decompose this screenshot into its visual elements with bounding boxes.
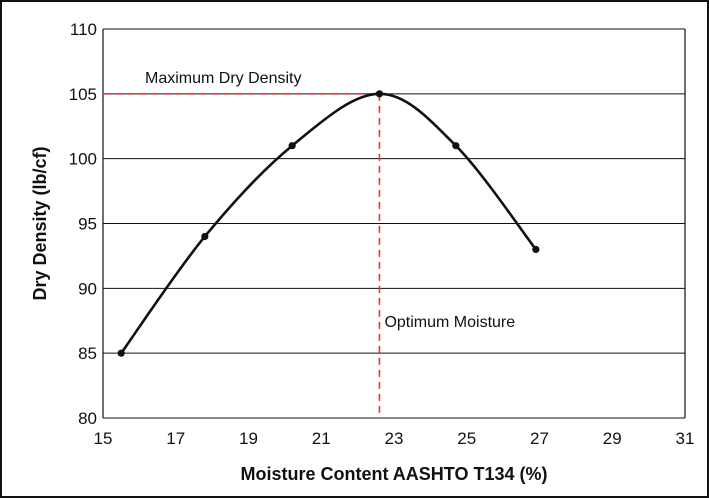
x-tick-label-29: 29 — [603, 429, 622, 448]
y-tick-label-110: 110 — [70, 20, 97, 39]
curve-layer — [119, 92, 538, 355]
data-point-0 — [117, 349, 125, 357]
data-point-3 — [375, 90, 384, 98]
data-point-5 — [532, 245, 540, 254]
data-point-4 — [452, 142, 460, 150]
y-tick-label-90: 90 — [78, 279, 97, 298]
tick-labels: 80 85 90 95 100 105 110 15 17 19 21 23 25 27 29 31 — [69, 20, 695, 448]
grid-lines — [102, 28, 686, 419]
x-tick-label-23: 23 — [385, 429, 404, 448]
compaction-curve — [119, 92, 538, 355]
x-tick-label-19: 19 — [239, 429, 258, 448]
x-tick-label-21: 21 — [312, 429, 331, 448]
y-tick-label-85: 85 — [78, 344, 97, 363]
x-tick-label-27: 27 — [530, 429, 549, 448]
max-dry-density-label: Maximum Dry Density — [145, 70, 301, 87]
optimum-moisture-label: Optimum Moisture — [384, 314, 515, 331]
y-tick-label-105: 105 — [69, 85, 97, 104]
x-tick-label-15: 15 — [94, 429, 113, 448]
y-tick-label-80: 80 — [78, 409, 97, 428]
y-tick-label-100: 100 — [69, 150, 97, 169]
x-axis-title: Moisture Content AASHTO T134 (%) — [240, 464, 547, 484]
data-points — [117, 90, 540, 357]
data-point-1 — [201, 232, 209, 241]
x-tick-label-17: 17 — [166, 429, 185, 448]
data-point-2 — [288, 142, 296, 150]
reference-lines — [103, 93, 381, 418]
x-tick-label-31: 31 — [676, 429, 695, 448]
x-tick-label-25: 25 — [457, 429, 476, 448]
y-axis-title: Dry Density (lb/cf) — [30, 146, 50, 300]
y-tick-label-95: 95 — [78, 215, 97, 234]
